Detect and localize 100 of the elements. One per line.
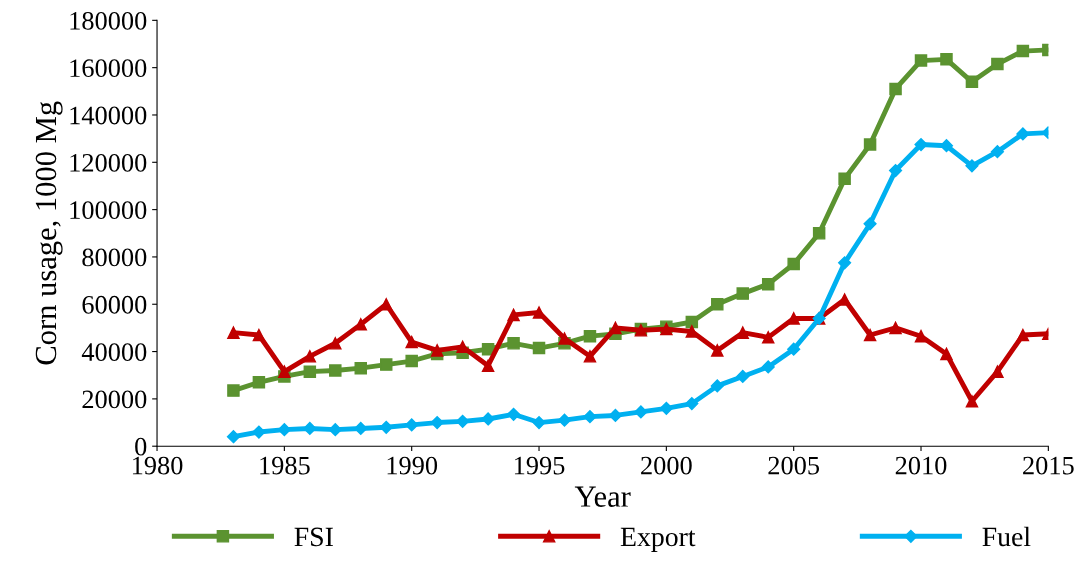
x-tick-label: 2015 xyxy=(1023,456,1074,475)
y-tick-label: 0 xyxy=(135,437,147,456)
legend-label: Export xyxy=(620,527,696,552)
point xyxy=(303,350,317,363)
legend-label: FSI xyxy=(294,527,333,547)
legend-label: Fuel xyxy=(982,526,1031,547)
x-tick-label: 1985 xyxy=(260,456,310,475)
point xyxy=(659,401,673,415)
point xyxy=(329,337,342,350)
x-tick-label: 2005 xyxy=(768,456,820,475)
point xyxy=(252,425,266,439)
point xyxy=(940,53,953,66)
y-tick-label: 60000 xyxy=(82,295,147,314)
point xyxy=(252,328,266,342)
y-tick-label: 80000 xyxy=(82,248,147,267)
point xyxy=(481,412,495,426)
x-axis-title: Year xyxy=(574,486,631,507)
point xyxy=(430,415,444,430)
y-tick-label: 120000 xyxy=(70,153,147,172)
point xyxy=(227,326,240,339)
point xyxy=(838,256,852,270)
y-tick-label: 100000 xyxy=(70,201,147,220)
point xyxy=(761,331,775,344)
point xyxy=(736,287,750,300)
y-tick-label: 180000 xyxy=(70,11,147,30)
point xyxy=(863,138,877,151)
point xyxy=(456,414,470,428)
point xyxy=(405,335,418,349)
point xyxy=(965,395,979,408)
point xyxy=(379,420,393,434)
point xyxy=(507,308,520,322)
point xyxy=(430,344,444,357)
point xyxy=(583,329,597,343)
y-tick-label: 160000 xyxy=(70,59,147,78)
point xyxy=(405,354,418,368)
point xyxy=(354,361,368,375)
point xyxy=(914,54,928,67)
point xyxy=(761,277,775,291)
point xyxy=(328,423,342,437)
point xyxy=(277,423,291,437)
x-tick-label: 1990 xyxy=(387,456,438,475)
point xyxy=(303,365,317,378)
x-tick-label: 1980 xyxy=(132,456,183,475)
point xyxy=(1016,328,1030,342)
point xyxy=(405,418,419,432)
point xyxy=(965,159,979,173)
point xyxy=(507,337,520,350)
y-tick-label: 40000 xyxy=(81,343,147,361)
point xyxy=(1016,44,1030,58)
point xyxy=(990,145,1005,159)
x-tick-label: 1995 xyxy=(514,456,565,475)
point xyxy=(863,328,877,342)
point xyxy=(506,407,521,421)
point xyxy=(761,360,775,374)
point xyxy=(736,326,750,339)
point xyxy=(532,341,546,355)
point xyxy=(354,318,368,331)
point xyxy=(354,421,368,436)
point xyxy=(329,364,342,377)
point xyxy=(634,405,648,419)
point xyxy=(609,321,622,335)
point xyxy=(965,75,979,89)
point xyxy=(583,350,597,363)
point xyxy=(991,57,1004,71)
y-axis-title: Corn usage, 1000 Mg xyxy=(35,101,63,365)
point xyxy=(379,358,393,371)
point xyxy=(991,365,1004,378)
point xyxy=(914,329,928,343)
point xyxy=(711,344,724,357)
point xyxy=(711,297,724,311)
point xyxy=(787,342,801,356)
point xyxy=(685,397,699,411)
point xyxy=(736,369,750,384)
point xyxy=(583,410,597,424)
point xyxy=(456,340,469,354)
point xyxy=(557,413,572,427)
point xyxy=(1016,127,1030,141)
point xyxy=(227,384,240,397)
point xyxy=(787,257,800,271)
point xyxy=(303,421,317,436)
point xyxy=(914,137,928,152)
x-tick-label: 2010 xyxy=(895,456,947,475)
point xyxy=(685,315,699,329)
point xyxy=(558,332,571,345)
point xyxy=(685,325,699,338)
point xyxy=(889,321,902,335)
point xyxy=(812,227,826,240)
point xyxy=(608,408,623,423)
y-tick-label: 140000 xyxy=(70,106,147,125)
point xyxy=(888,163,903,178)
point xyxy=(940,347,953,361)
point xyxy=(532,306,546,319)
point xyxy=(481,359,495,373)
point xyxy=(532,415,546,430)
point xyxy=(278,365,291,378)
point xyxy=(226,430,241,444)
point xyxy=(889,82,902,96)
point xyxy=(838,172,851,186)
point xyxy=(710,379,724,393)
x-tick-label: 2000 xyxy=(641,456,692,475)
